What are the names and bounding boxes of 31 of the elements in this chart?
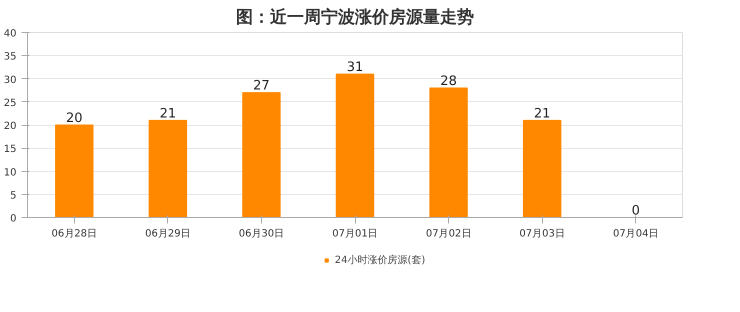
y-tick-label: 20 bbox=[4, 121, 17, 132]
data-label: 0 bbox=[632, 204, 640, 218]
y-tick-label: 25 bbox=[4, 98, 17, 109]
data-label: 21 bbox=[534, 106, 550, 122]
x-tick-label: 07月02日 bbox=[426, 228, 472, 240]
bar bbox=[55, 124, 94, 218]
y-tick-label: 15 bbox=[4, 144, 17, 156]
y-tick-label: 0 bbox=[10, 214, 17, 224]
bar bbox=[336, 74, 374, 218]
bar bbox=[429, 88, 468, 218]
data-label: 28 bbox=[440, 74, 457, 89]
y-tick-label: 10 bbox=[4, 167, 17, 178]
bar bbox=[148, 120, 188, 218]
data-label: 31 bbox=[346, 60, 364, 76]
x-tick-label: 07月01日 bbox=[332, 228, 378, 240]
y-tick-label: 5 bbox=[10, 190, 17, 202]
x-tick-label: 06月29日 bbox=[145, 228, 191, 240]
data-label: 20 bbox=[66, 111, 83, 126]
x-tick-label: 06月28日 bbox=[52, 228, 98, 240]
legend-label: 24小时涨价房源(套) bbox=[334, 254, 426, 267]
y-tick-label: 40 bbox=[4, 28, 17, 40]
data-label: 27 bbox=[253, 78, 270, 94]
x-tick-label: 07月04日 bbox=[612, 228, 658, 240]
y-tick-label: 35 bbox=[4, 52, 17, 63]
x-tick-label: 07月03日 bbox=[519, 228, 565, 240]
bar bbox=[522, 120, 562, 218]
chart-title: 图：近一周宁波涨价房源量走势 bbox=[236, 8, 474, 28]
data-label: 21 bbox=[160, 106, 176, 122]
y-tick-label: 30 bbox=[4, 74, 17, 86]
x-tick-label: 06月30日 bbox=[238, 228, 284, 240]
bar bbox=[242, 92, 281, 218]
